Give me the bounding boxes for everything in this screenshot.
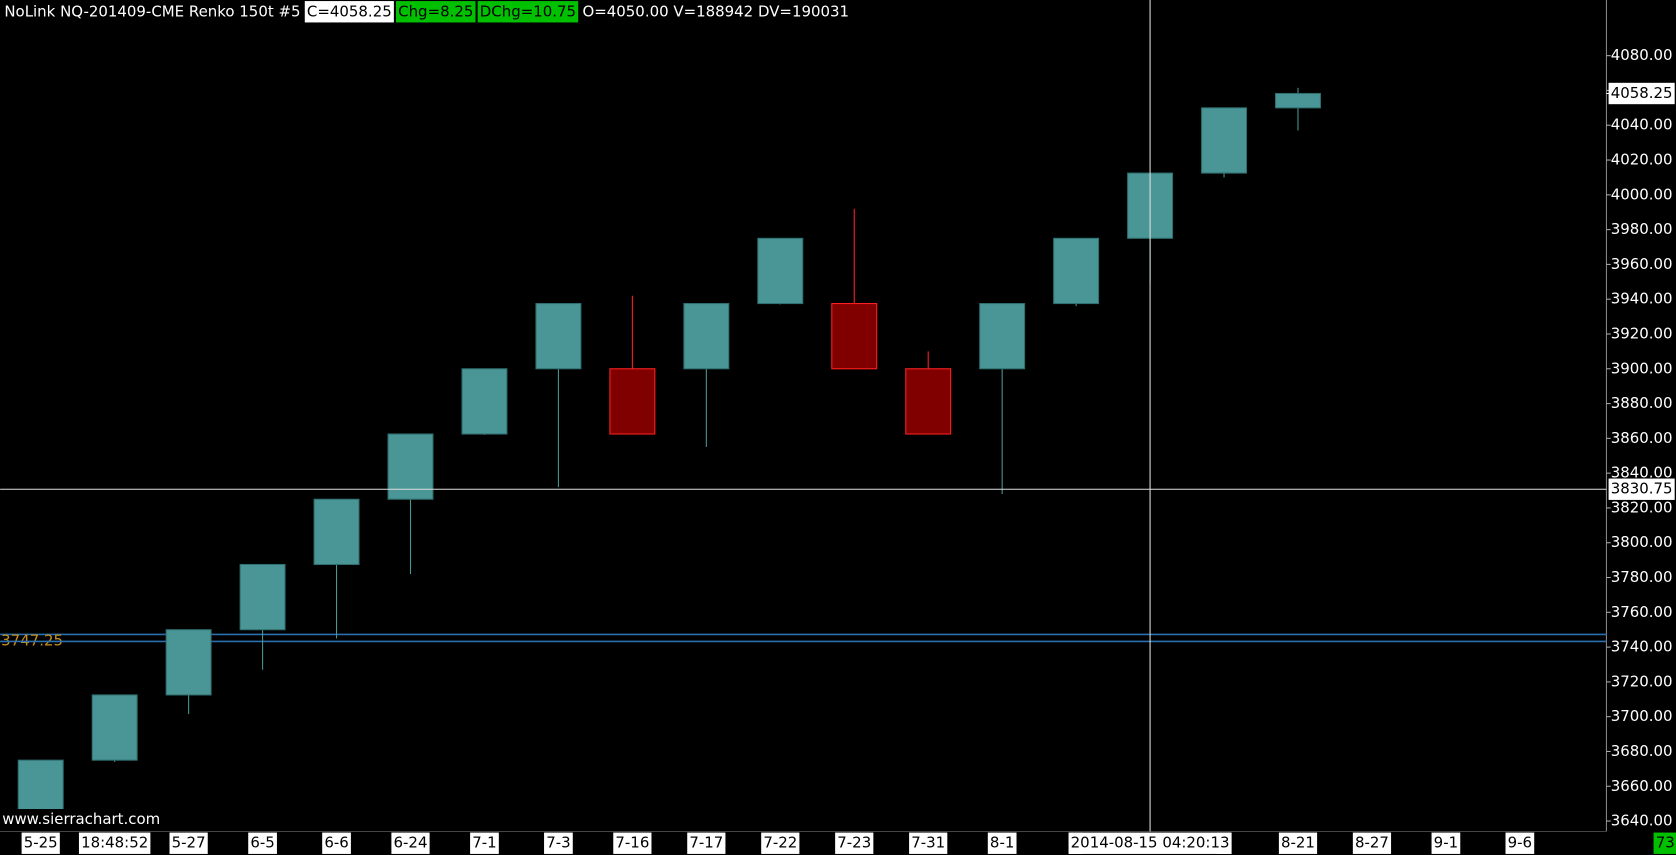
x-tick-label-bg xyxy=(322,832,351,854)
candle-body xyxy=(683,303,730,370)
y-tick-label: 3660.00 xyxy=(1611,777,1673,795)
info-field: C=4058.25 xyxy=(307,2,392,20)
candle-body xyxy=(165,629,212,696)
candle-body xyxy=(609,368,656,435)
candle-body xyxy=(387,433,434,500)
x-tick-label-bg xyxy=(909,832,948,854)
x-tick-label-bg xyxy=(761,832,800,854)
y-tick-label: 3680.00 xyxy=(1611,742,1673,760)
x-tick-label: 8-21 xyxy=(1281,834,1315,852)
last-price-label-bg xyxy=(1608,82,1675,105)
crosshair-y-label-bg xyxy=(1608,478,1675,500)
x-tick-label-bg xyxy=(1505,832,1535,854)
y-tick-label: 3820.00 xyxy=(1611,498,1673,516)
x-tick-label: 8-27 xyxy=(1355,834,1389,852)
x-tick-label: 7-23 xyxy=(837,834,871,852)
corner-badge-bg xyxy=(1653,832,1676,854)
candle-body xyxy=(1275,92,1321,109)
candle-body xyxy=(461,368,508,435)
y-tick-label: 3780.00 xyxy=(1611,568,1673,586)
info-field-bg xyxy=(580,1,852,23)
x-tick-label: 9-6 xyxy=(1508,834,1532,852)
candle-body xyxy=(757,237,804,305)
y-tick-label: 3900.00 xyxy=(1611,359,1673,377)
x-tick-label: 5-27 xyxy=(172,834,206,852)
candle-body xyxy=(905,368,952,435)
x-tick-label-bg xyxy=(78,832,151,854)
y-tick-label: 4080.00 xyxy=(1611,46,1673,64)
x-tick-label-bg xyxy=(248,832,277,854)
last-price-label: 4058.25 xyxy=(1611,84,1673,102)
y-tick-label: 3980.00 xyxy=(1611,220,1673,238)
candle-body xyxy=(1201,107,1248,174)
x-tick-label-bg xyxy=(169,832,208,854)
x-tick-label-bg xyxy=(687,832,726,854)
info-field-bg xyxy=(396,1,476,23)
corner-badge: 73 xyxy=(1656,834,1675,852)
crosshair-x-label-bg xyxy=(1068,832,1232,854)
x-tick-label: 7-17 xyxy=(689,834,723,852)
x-tick-label: 7-3 xyxy=(546,834,570,852)
x-tick-label: 5-25 xyxy=(24,834,58,852)
y-tick-label: 3960.00 xyxy=(1611,255,1673,273)
y-tick-label: 3840.00 xyxy=(1611,464,1673,482)
info-field: O=4050.00 V=188942 DV=190031 xyxy=(582,2,849,20)
crosshair-y-label: 3830.75 xyxy=(1611,480,1673,498)
horizontal-line-label: 3747.25 xyxy=(1,631,63,649)
candle-body xyxy=(313,498,360,566)
x-tick-label-bg xyxy=(1431,832,1461,854)
info-field: Chg=8.25 xyxy=(398,2,473,20)
y-tick-label: 4000.00 xyxy=(1611,185,1673,203)
x-tick-label-bg xyxy=(470,832,499,854)
info-field-bg xyxy=(304,1,394,23)
y-tick-label: 3880.00 xyxy=(1611,394,1673,412)
y-tick-label: 3800.00 xyxy=(1611,533,1673,551)
info-field-bg xyxy=(477,1,579,23)
chart-title: NoLink NQ-201409-CME Renko 150t #5 xyxy=(4,2,300,20)
x-tick-label: 6-24 xyxy=(394,834,428,852)
x-tick-label-bg xyxy=(613,832,652,854)
x-tick-label: 7-1 xyxy=(472,834,496,852)
candle-body xyxy=(239,563,286,631)
x-tick-label-bg xyxy=(21,832,60,854)
x-tick-label: 7-31 xyxy=(911,834,945,852)
x-tick-label-bg xyxy=(1352,832,1392,854)
candle-body xyxy=(831,303,878,370)
y-tick-label: 3860.00 xyxy=(1611,429,1673,447)
y-tick-label: 4040.00 xyxy=(1611,116,1673,134)
candle-body xyxy=(979,303,1026,370)
x-tick-label: 6-5 xyxy=(250,834,274,852)
x-tick-label: 8-1 xyxy=(990,834,1014,852)
x-tick-label-bg xyxy=(987,832,1017,854)
candle-body xyxy=(91,694,138,761)
x-tick-label: 7-22 xyxy=(763,834,797,852)
crosshair-x-label: 2014-08-15 04:20:13 xyxy=(1071,834,1230,852)
y-tick-label: 3640.00 xyxy=(1611,812,1673,830)
candle-body xyxy=(1053,237,1100,305)
y-tick-label: 3920.00 xyxy=(1611,324,1673,342)
y-tick-label: 4020.00 xyxy=(1611,151,1673,169)
x-tick-label: 6-6 xyxy=(324,834,348,852)
y-tick-label: 3720.00 xyxy=(1611,672,1673,690)
x-tick-label: 18:48:52 xyxy=(81,834,148,852)
y-tick-label: 3740.00 xyxy=(1611,638,1673,656)
x-tick-label-bg xyxy=(544,832,573,854)
y-tick-label: 3700.00 xyxy=(1611,707,1673,725)
y-tick-label: 3760.00 xyxy=(1611,603,1673,621)
x-tick-label-bg xyxy=(835,832,874,854)
x-tick-label: 7-16 xyxy=(615,834,649,852)
x-tick-label: 9-1 xyxy=(1434,834,1458,852)
watermark: www.sierrachart.com xyxy=(2,810,160,828)
x-tick-label-bg xyxy=(391,832,430,854)
x-tick-label-bg xyxy=(1278,832,1318,854)
candle-body xyxy=(535,303,582,370)
info-field: DChg=10.75 xyxy=(480,2,576,20)
y-tick-label: 3940.00 xyxy=(1611,290,1673,308)
watermark-bg xyxy=(0,809,163,831)
